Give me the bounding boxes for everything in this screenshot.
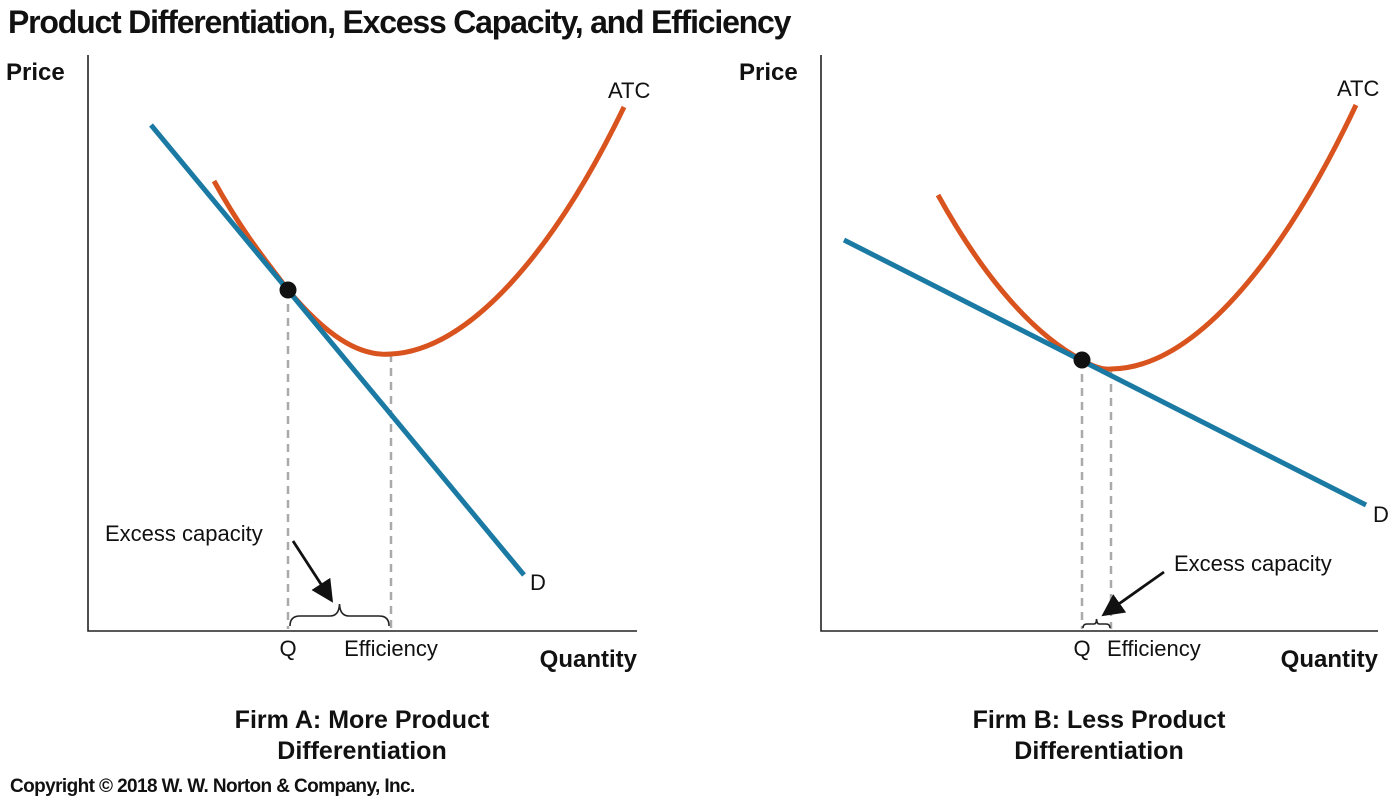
panel-b-y-axis-label: Price	[739, 59, 798, 86]
panel-a-equilibrium-point	[279, 281, 297, 299]
panel-a-caption-line2: Differentiation	[277, 737, 446, 765]
panel-b-demand-curve	[842, 237, 1368, 508]
panel-a-efficiency-label: Efficiency	[344, 636, 438, 661]
panel-a-atc-curve	[211, 105, 627, 357]
panel-a-demand-curve	[149, 123, 526, 577]
panel-a-x-axis-label: Quantity	[540, 646, 638, 673]
panel-firm-b: Price Quantity ATC D Excess capacity Q E…	[739, 55, 1389, 765]
panel-b-atc-curve	[935, 103, 1359, 372]
panel-a-caption-line1: Firm A: More Product	[235, 706, 490, 734]
panel-a-y-axis-label: Price	[6, 59, 65, 86]
panel-b-caption-line2: Differentiation	[1014, 737, 1183, 765]
panel-firm-a: Price Quantity ATC D Excess capacity Q E…	[6, 55, 650, 765]
panel-b-annotation-arrow	[1101, 570, 1165, 617]
panel-b-excess-capacity-brace	[1082, 618, 1111, 629]
panel-a-atc-label: ATC	[608, 78, 650, 103]
panel-b-axes	[820, 55, 1378, 632]
panel-a-excess-capacity-brace	[289, 603, 390, 627]
panel-a-demand-label: D	[530, 570, 546, 595]
panel-a-axes	[87, 55, 637, 632]
copyright-notice: Copyright © 2018 W. W. Norton & Company,…	[10, 776, 415, 797]
panel-b-q-label: Q	[1073, 636, 1090, 661]
panel-a-excess-capacity-label: Excess capacity	[105, 521, 263, 546]
panel-a-annotation-arrow	[291, 540, 334, 603]
panel-b-caption-line1: Firm B: Less Product	[973, 706, 1226, 734]
panel-b-equilibrium-point	[1073, 351, 1091, 369]
figure-title: Product Differentiation, Excess Capacity…	[8, 4, 792, 40]
panel-b-excess-capacity-label: Excess capacity	[1174, 551, 1332, 576]
panel-b-demand-label: D	[1373, 502, 1389, 527]
panel-b-efficiency-label: Efficiency	[1107, 636, 1201, 661]
panel-a-q-label: Q	[279, 636, 296, 661]
panel-b-atc-label: ATC	[1337, 76, 1379, 101]
panel-b-x-axis-label: Quantity	[1281, 646, 1379, 673]
